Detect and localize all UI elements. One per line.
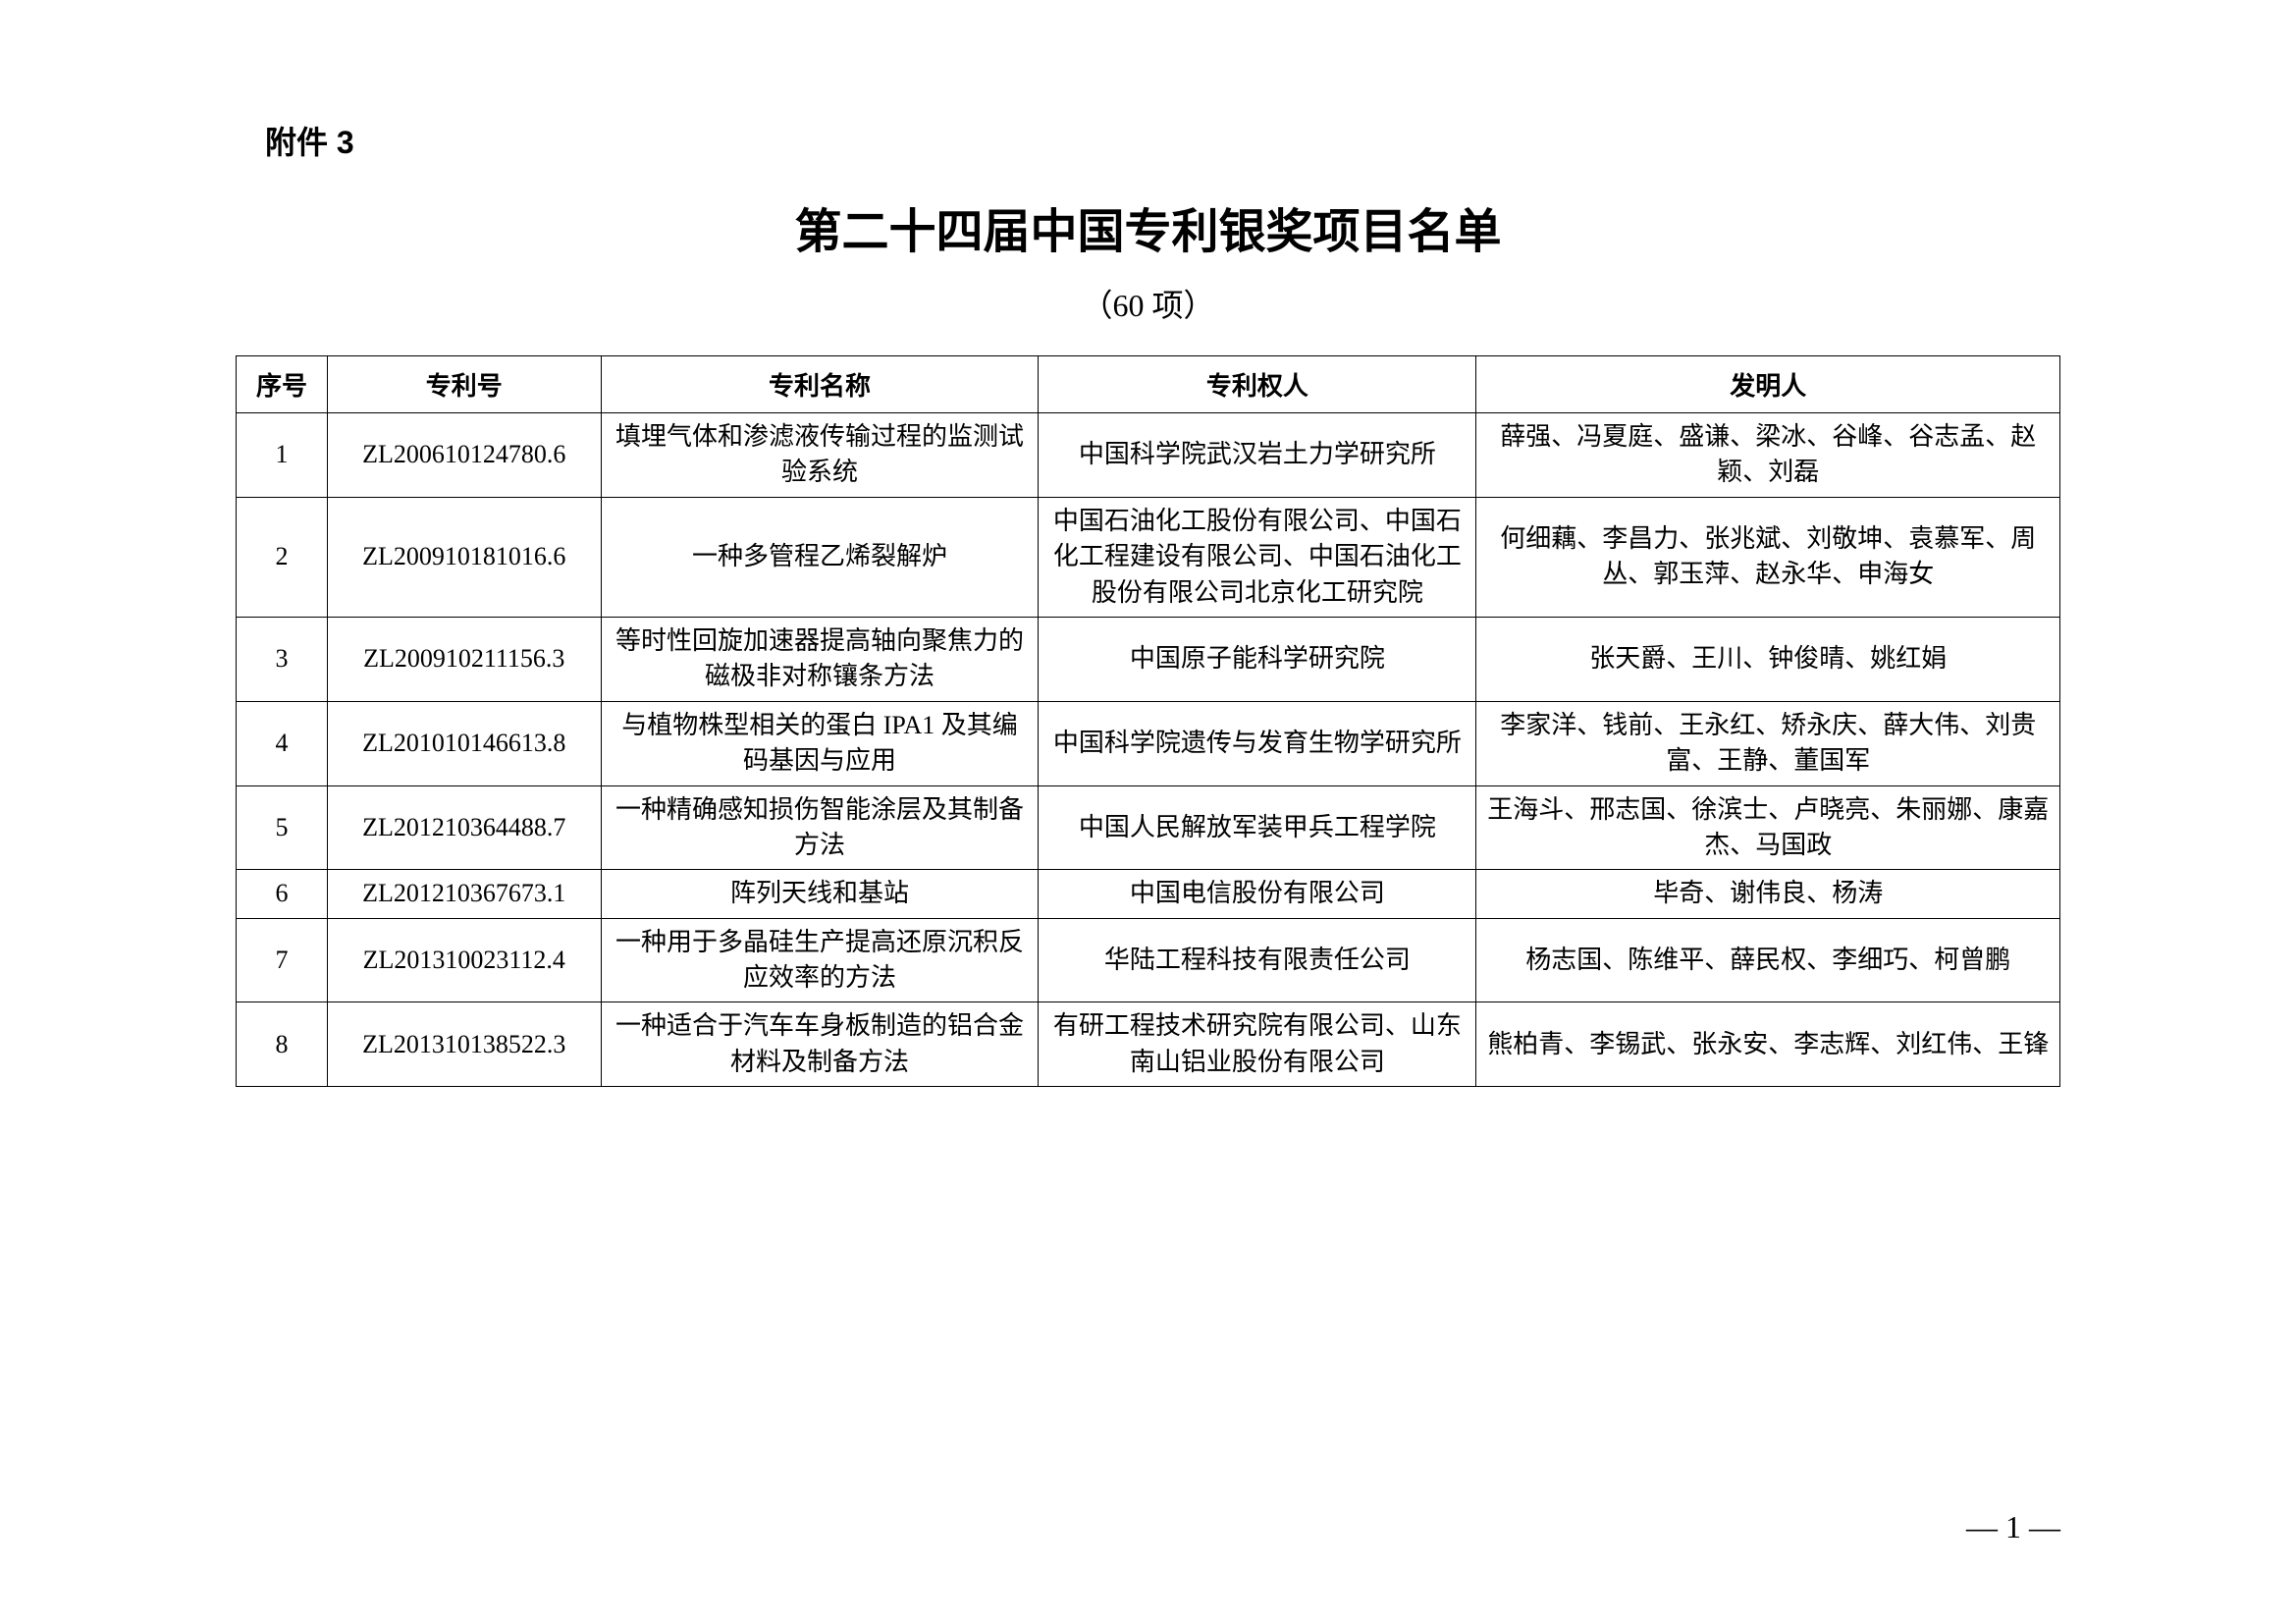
cell-patent-no: ZL200910211156.3 (327, 617, 601, 701)
cell-holder: 中国电信股份有限公司 (1039, 870, 1476, 918)
patent-table: 序号 专利号 专利名称 专利权人 发明人 1 ZL200610124780.6 … (236, 355, 2060, 1087)
cell-patent-name: 与植物株型相关的蛋白 IPA1 及其编码基因与应用 (601, 701, 1039, 785)
cell-patent-no: ZL201010146613.8 (327, 701, 601, 785)
page-title: 第二十四届中国专利银奖项目名单 (236, 192, 2060, 261)
table-row: 3 ZL200910211156.3 等时性回旋加速器提高轴向聚焦力的磁极非对称… (237, 617, 2060, 701)
cell-num: 7 (237, 918, 328, 1002)
cell-patent-name: 等时性回旋加速器提高轴向聚焦力的磁极非对称镶条方法 (601, 617, 1039, 701)
cell-patent-no: ZL201210367673.1 (327, 870, 601, 918)
table-body: 1 ZL200610124780.6 填埋气体和渗滤液传输过程的监测试验系统 中… (237, 413, 2060, 1087)
subtitle: （60 项） (236, 281, 2060, 326)
cell-inventor: 何细藕、李昌力、张兆斌、刘敬坤、袁慕军、周丛、郭玉萍、赵永华、申海女 (1476, 497, 2060, 617)
table-row: 1 ZL200610124780.6 填埋气体和渗滤液传输过程的监测试验系统 中… (237, 413, 2060, 498)
table-header-row: 序号 专利号 专利名称 专利权人 发明人 (237, 356, 2060, 413)
header-patent-name: 专利名称 (601, 356, 1039, 413)
cell-inventor: 杨志国、陈维平、薛民权、李细巧、柯曾鹏 (1476, 918, 2060, 1002)
table-row: 5 ZL201210364488.7 一种精确感知损伤智能涂层及其制备方法 中国… (237, 785, 2060, 870)
attachment-label: 附件 3 (265, 118, 2060, 163)
table-row: 8 ZL201310138522.3 一种适合于汽车车身板制造的铝合金材料及制备… (237, 1002, 2060, 1087)
cell-num: 5 (237, 785, 328, 870)
header-holder: 专利权人 (1039, 356, 1476, 413)
header-patent-no: 专利号 (327, 356, 601, 413)
cell-inventor: 熊柏青、李锡武、张永安、李志辉、刘红伟、王锋 (1476, 1002, 2060, 1087)
cell-patent-name: 一种适合于汽车车身板制造的铝合金材料及制备方法 (601, 1002, 1039, 1087)
table-row: 2 ZL200910181016.6 一种多管程乙烯裂解炉 中国石油化工股份有限… (237, 497, 2060, 617)
table-row: 6 ZL201210367673.1 阵列天线和基站 中国电信股份有限公司 毕奇… (237, 870, 2060, 918)
cell-num: 4 (237, 701, 328, 785)
cell-num: 2 (237, 497, 328, 617)
cell-inventor: 薛强、冯夏庭、盛谦、梁冰、谷峰、谷志孟、赵颖、刘磊 (1476, 413, 2060, 498)
cell-holder: 华陆工程科技有限责任公司 (1039, 918, 1476, 1002)
cell-patent-no: ZL201310138522.3 (327, 1002, 601, 1087)
cell-patent-no: ZL201210364488.7 (327, 785, 601, 870)
cell-num: 1 (237, 413, 328, 498)
page-number: — 1 — (1966, 1509, 2060, 1545)
cell-num: 3 (237, 617, 328, 701)
table-row: 4 ZL201010146613.8 与植物株型相关的蛋白 IPA1 及其编码基… (237, 701, 2060, 785)
cell-patent-name: 一种精确感知损伤智能涂层及其制备方法 (601, 785, 1039, 870)
cell-holder: 有研工程技术研究院有限公司、山东南山铝业股份有限公司 (1039, 1002, 1476, 1087)
cell-inventor: 张天爵、王川、钟俊晴、姚红娟 (1476, 617, 2060, 701)
cell-holder: 中国原子能科学研究院 (1039, 617, 1476, 701)
cell-patent-name: 一种多管程乙烯裂解炉 (601, 497, 1039, 617)
cell-patent-name: 阵列天线和基站 (601, 870, 1039, 918)
cell-holder: 中国石油化工股份有限公司、中国石化工程建设有限公司、中国石油化工股份有限公司北京… (1039, 497, 1476, 617)
header-num: 序号 (237, 356, 328, 413)
cell-holder: 中国科学院遗传与发育生物学研究所 (1039, 701, 1476, 785)
cell-holder: 中国科学院武汉岩土力学研究所 (1039, 413, 1476, 498)
cell-patent-no: ZL200610124780.6 (327, 413, 601, 498)
cell-num: 8 (237, 1002, 328, 1087)
cell-holder: 中国人民解放军装甲兵工程学院 (1039, 785, 1476, 870)
cell-inventor: 王海斗、邢志国、徐滨士、卢晓亮、朱丽娜、康嘉杰、马国政 (1476, 785, 2060, 870)
cell-num: 6 (237, 870, 328, 918)
cell-inventor: 李家洋、钱前、王永红、矫永庆、薛大伟、刘贵富、王静、董国军 (1476, 701, 2060, 785)
cell-patent-name: 填埋气体和渗滤液传输过程的监测试验系统 (601, 413, 1039, 498)
cell-patent-no: ZL201310023112.4 (327, 918, 601, 1002)
cell-inventor: 毕奇、谢伟良、杨涛 (1476, 870, 2060, 918)
cell-patent-name: 一种用于多晶硅生产提高还原沉积反应效率的方法 (601, 918, 1039, 1002)
cell-patent-no: ZL200910181016.6 (327, 497, 601, 617)
table-row: 7 ZL201310023112.4 一种用于多晶硅生产提高还原沉积反应效率的方… (237, 918, 2060, 1002)
header-inventor: 发明人 (1476, 356, 2060, 413)
